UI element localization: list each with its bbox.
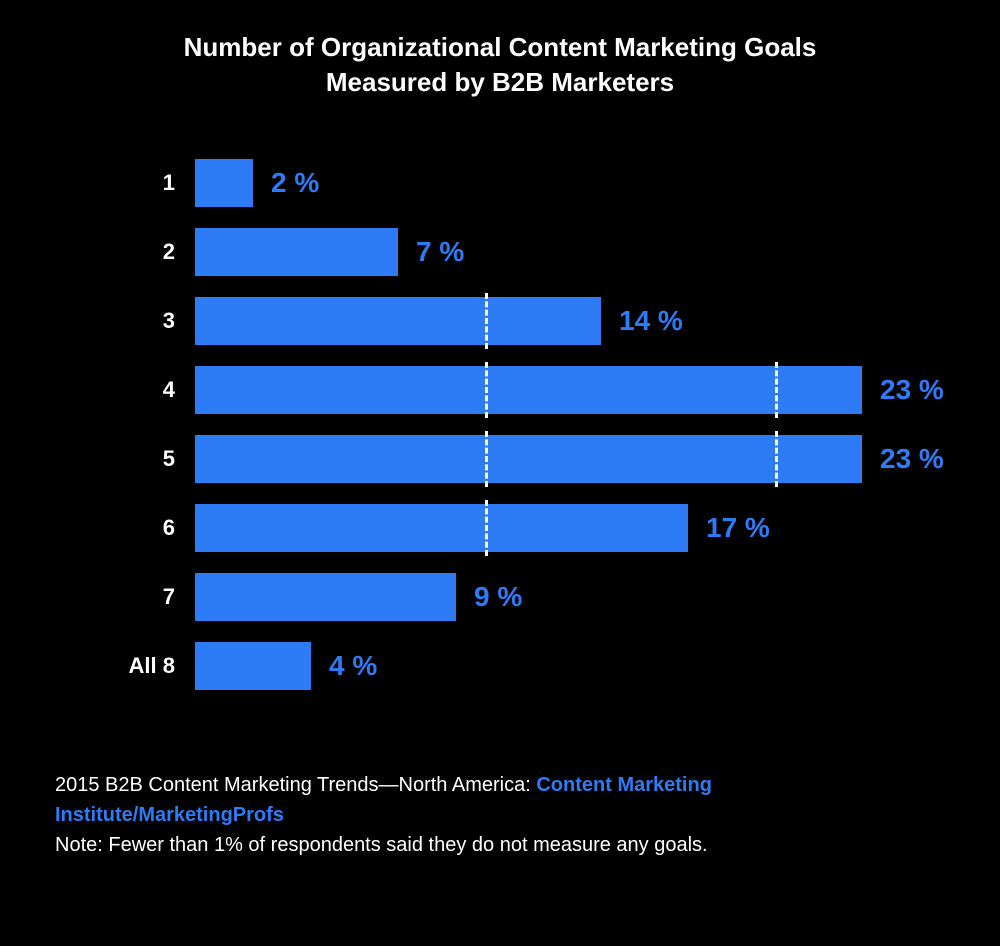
bar-zone: 14 % — [195, 297, 920, 345]
gridline-segment — [485, 500, 488, 556]
category-label: 6 — [0, 500, 185, 556]
gridline-segment — [775, 362, 778, 418]
bar-zone: 7 % — [195, 228, 920, 276]
category-label: 7 — [0, 569, 185, 625]
gridline-segment — [775, 431, 778, 487]
chart-row: 1 2 % — [0, 155, 1000, 211]
bar-zone: 23 % — [195, 435, 920, 483]
bar-value-label: 23 % — [880, 435, 944, 483]
title-line-1: Number of Organizational Content Marketi… — [50, 30, 950, 65]
chart-row: All 8 4 % — [0, 638, 1000, 694]
bar — [195, 159, 253, 207]
bar-value-label: 14 % — [619, 297, 683, 345]
category-label: 1 — [0, 155, 185, 211]
gridline-segment — [485, 293, 488, 349]
category-label: 2 — [0, 224, 185, 280]
category-label: 5 — [0, 431, 185, 487]
category-label: All 8 — [0, 638, 185, 694]
footer-source-prefix: 2015 B2B Content Marketing Trends—North … — [55, 774, 536, 796]
footer-note: Note: Fewer than 1% of respondents said … — [55, 834, 708, 856]
gridline-segment — [485, 362, 488, 418]
bar-value-label: 23 % — [880, 366, 944, 414]
bar-zone: 9 % — [195, 573, 920, 621]
bar-value-label: 4 % — [329, 642, 377, 690]
bar-zone: 17 % — [195, 504, 920, 552]
bar — [195, 573, 456, 621]
bar — [195, 435, 862, 483]
bar — [195, 504, 688, 552]
category-label: 4 — [0, 362, 185, 418]
chart-row: 3 14 % — [0, 293, 1000, 349]
bar-value-label: 7 % — [416, 228, 464, 276]
bar-chart: 12 %27 %314 %423 %523 %617 %79 %All 84 % — [0, 155, 1000, 715]
chart-row: 7 9 % — [0, 569, 1000, 625]
bar — [195, 228, 398, 276]
chart-row: 6 17 % — [0, 500, 1000, 556]
category-label: 3 — [0, 293, 185, 349]
bar-value-label: 2 % — [271, 159, 319, 207]
bar-value-label: 9 % — [474, 573, 522, 621]
chart-footer: 2015 B2B Content Marketing Trends—North … — [55, 770, 945, 860]
chart-row: 423 % — [0, 362, 1000, 418]
bar — [195, 297, 601, 345]
bar — [195, 642, 311, 690]
bar — [195, 366, 862, 414]
chart-row: 523 % — [0, 431, 1000, 487]
title-line-2: Measured by B2B Marketers — [50, 65, 950, 100]
bar-value-label: 17 % — [706, 504, 770, 552]
chart-row: 2 7 % — [0, 224, 1000, 280]
bar-zone: 2 % — [195, 159, 920, 207]
bar-zone: 4 % — [195, 642, 920, 690]
bar-zone: 23 % — [195, 366, 920, 414]
gridline-segment — [485, 431, 488, 487]
chart-title: Number of Organizational Content Marketi… — [50, 30, 950, 100]
chart-container: { "title_line1": "Number of Organization… — [0, 0, 1000, 946]
